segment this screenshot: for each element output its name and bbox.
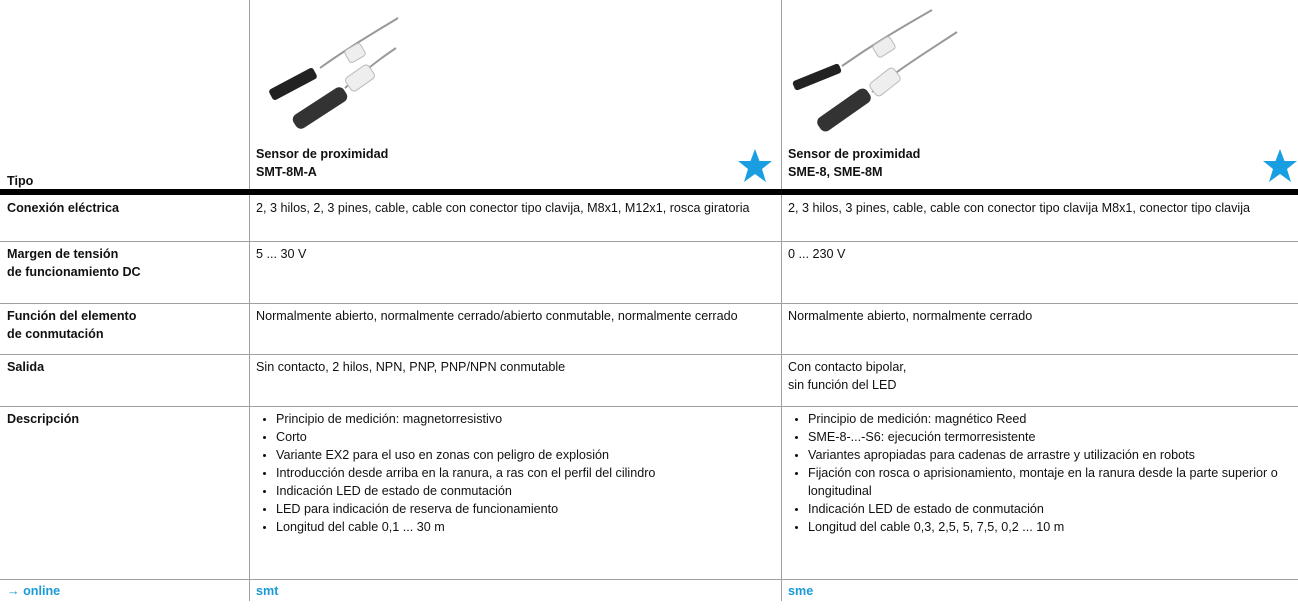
bullet-item: Introducción desde arriba en la ranura, …: [256, 464, 773, 482]
bullet-item: Principio de medición: magnetorresistivo: [256, 410, 773, 428]
product-header: Sensor de proximidad SME-8, SME-8M: [782, 145, 1298, 181]
value-line: Con contacto bipolar,: [788, 360, 907, 374]
value-line: Normalmente abierto, normalmente cerrado…: [256, 309, 738, 323]
bullet-item: Indicación LED de estado de conmutación: [788, 500, 1290, 518]
value-line: 2, 3 hilos, 3 pines, cable, cable con co…: [788, 201, 1251, 215]
product-model: SMT-8M-A: [256, 165, 317, 179]
row-label-line: Conexión eléctrica: [7, 201, 119, 215]
column-divider: [781, 0, 782, 601]
row-label: Descripción: [0, 410, 249, 428]
row-label: Función del elemento de conmutación: [0, 307, 249, 343]
product-image: [792, 9, 958, 132]
bullet-item: Variante EX2 para el uso en zonas con pe…: [256, 446, 773, 464]
bullet-item: Longitud del cable 0,1 ... 30 m: [256, 518, 773, 536]
row-label-line: de conmutación: [7, 327, 104, 341]
value-line: sin función del LED: [788, 378, 897, 392]
row-rule: [0, 579, 1298, 580]
product-model: SME-8, SME-8M: [788, 165, 883, 179]
row-value: 5 ... 30 V: [250, 245, 781, 263]
value-line: Normalmente abierto, normalmente cerrado: [788, 309, 1033, 323]
row-label-line: Salida: [7, 360, 45, 374]
row-label: Conexión eléctrica: [0, 199, 249, 217]
row-label-line: de funcionamiento DC: [7, 265, 141, 279]
row-label: Salida: [0, 358, 249, 376]
star-icon: [738, 149, 772, 182]
product-image: [269, 17, 399, 129]
value-line: 5 ... 30 V: [256, 247, 307, 261]
row-rule: [0, 406, 1298, 407]
bullet-item: LED para indicación de reserva de funcio…: [256, 500, 773, 518]
row-value: 0 ... 230 V: [782, 245, 1298, 263]
row-label: Margen de tensión de funcionamiento DC: [0, 245, 249, 281]
bullet-item: Principio de medición: magnético Reed: [788, 410, 1290, 428]
row-value: Principio de medición: magnetorresistivo…: [250, 410, 781, 536]
product-header: Sensor de proximidad SMT-8M-A: [250, 145, 781, 181]
star-icon: [1263, 149, 1297, 182]
row-value: 2, 3 hilos, 3 pines, cable, cable con co…: [782, 199, 1298, 217]
row-rule: [0, 303, 1298, 304]
header-label: Tipo: [7, 174, 34, 188]
value-line: Sin contacto, 2 hilos, NPN, PNP, PNP/NPN…: [256, 360, 566, 374]
row-label-line: Función del elemento: [7, 309, 137, 323]
product-title: Sensor de proximidad: [256, 147, 389, 161]
row-value: Principio de medición: magnético Reed SME…: [782, 410, 1298, 536]
bullet-list: Principio de medición: magnetorresistivo…: [256, 410, 773, 536]
row-value: Con contacto bipolar, sin función del LED: [782, 358, 1298, 394]
row-label-line: Descripción: [7, 412, 80, 426]
value-line: 0 ... 230 V: [788, 247, 846, 261]
header-rule: [0, 189, 1298, 195]
row-value: Sin contacto, 2 hilos, NPN, PNP, PNP/NPN…: [250, 358, 781, 376]
row-value: Normalmente abierto, normalmente cerrado…: [250, 307, 781, 325]
online-link[interactable]: smt: [256, 584, 279, 598]
online-label[interactable]: → online: [7, 584, 61, 598]
row-value: 2, 3 hilos, 2, 3 pines, cable, cable con…: [250, 199, 781, 217]
bullet-list: Principio de medición: magnético Reed SME…: [788, 410, 1290, 536]
online-link[interactable]: sme: [788, 584, 814, 598]
bullet-item: Variantes apropiadas para cadenas de arr…: [788, 446, 1290, 464]
row-label-line: Margen de tensión: [7, 247, 119, 261]
column-divider: [249, 0, 250, 601]
row-rule: [0, 241, 1298, 242]
bullet-item: Fijación con rosca o aprisionamiento, mo…: [788, 464, 1290, 500]
bullet-item: Corto: [256, 428, 773, 446]
value-line: 2, 3 hilos, 2, 3 pines, cable, cable con…: [256, 201, 750, 215]
row-rule: [0, 354, 1298, 355]
product-title: Sensor de proximidad: [788, 147, 921, 161]
bullet-item: Indicación LED de estado de conmutación: [256, 482, 773, 500]
bullet-item: SME-8-...-S6: ejecución termorresistente: [788, 428, 1290, 446]
bullet-item: Longitud del cable 0,3, 2,5, 5, 7,5, 0,2…: [788, 518, 1290, 536]
row-value: Normalmente abierto, normalmente cerrado: [782, 307, 1298, 325]
